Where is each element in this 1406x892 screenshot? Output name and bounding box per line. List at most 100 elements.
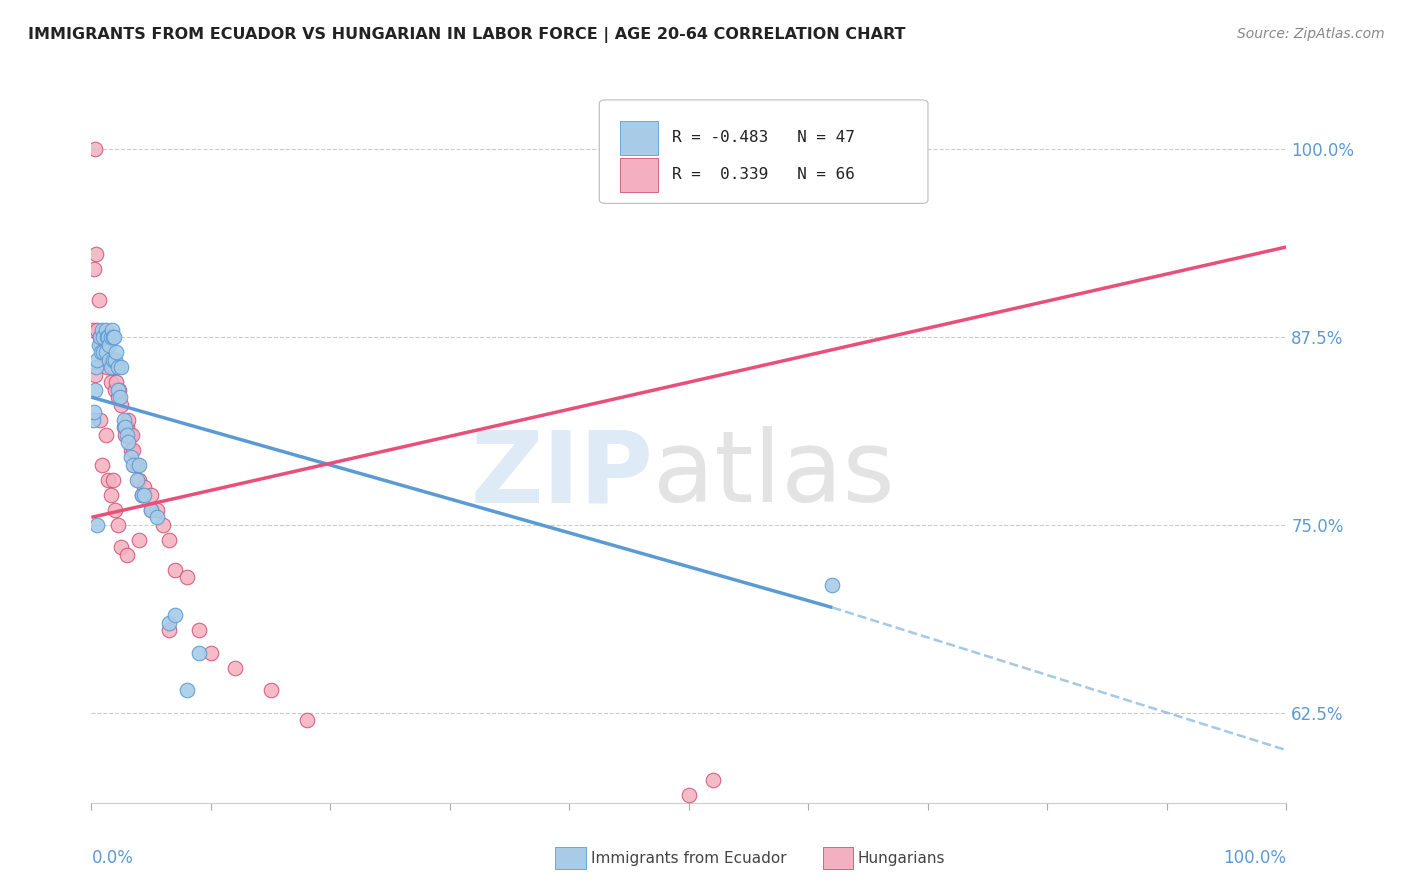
Point [86,322,108,336]
Point [101,360,124,375]
Point [96,360,118,375]
Point [259,683,281,698]
Point [125,458,148,472]
Point [122,458,145,472]
Point [103,360,125,375]
Point [141,503,162,517]
Point [295,713,318,727]
Point [86,517,108,532]
Point [84,368,107,382]
Point [157,533,180,547]
Point [157,615,180,630]
Point [821,578,844,592]
Point [98,337,121,351]
Point [100,360,122,375]
Point [124,458,146,472]
Point [146,510,169,524]
Point [91,322,114,336]
Point [115,548,138,562]
Point [107,517,129,532]
Point [87,337,110,351]
Point [93,330,114,344]
Point [187,646,211,660]
Point [114,427,136,442]
Point [90,345,112,359]
Point [702,773,724,788]
Point [100,488,122,502]
Point [94,427,117,442]
Point [89,413,111,427]
Point [125,473,148,487]
Point [105,375,128,389]
Text: Immigrants from Ecuador: Immigrants from Ecuador [591,851,786,865]
Point [90,337,112,351]
Point [94,345,117,359]
Point [104,352,127,367]
Point [107,390,129,404]
Point [91,458,114,472]
Point [141,488,162,502]
Point [93,330,114,344]
Point [100,322,122,336]
Point [100,352,122,367]
Point [141,503,162,517]
Point [152,517,174,532]
Point [117,413,139,427]
Text: Source: ZipAtlas.com: Source: ZipAtlas.com [1237,27,1385,41]
Point [108,383,131,397]
Point [84,247,107,261]
Point [112,413,135,427]
Point [101,330,124,344]
Point [107,383,129,397]
Point [112,420,135,434]
Point [104,383,127,397]
Point [224,660,246,674]
Point [89,330,111,344]
Point [176,570,198,584]
Point [176,683,198,698]
Point [104,503,127,517]
Point [103,330,125,344]
Point [115,427,138,442]
Point [678,789,700,803]
Point [82,413,104,427]
Bar [620,158,658,192]
Bar [620,120,658,155]
Point [93,352,115,367]
Point [110,541,132,555]
Point [98,330,121,344]
Point [86,352,108,367]
Point [98,352,121,367]
FancyBboxPatch shape [599,100,928,203]
Point [107,360,129,375]
Point [128,533,150,547]
Point [89,330,111,344]
Text: IMMIGRANTS FROM ECUADOR VS HUNGARIAN IN LABOR FORCE | AGE 20-64 CORRELATION CHAR: IMMIGRANTS FROM ECUADOR VS HUNGARIAN IN … [28,27,905,43]
Point [101,473,124,487]
Point [94,337,117,351]
Point [118,427,141,442]
Point [97,473,120,487]
Point [115,420,138,434]
Text: R =  0.339   N = 66: R = 0.339 N = 66 [672,168,855,182]
Point [121,427,143,442]
Point [114,420,136,434]
Point [100,330,122,344]
Text: R = -0.483   N = 47: R = -0.483 N = 47 [672,130,855,145]
Point [128,473,150,487]
Point [131,488,153,502]
Point [82,322,104,336]
Point [87,293,110,307]
Point [110,360,132,375]
Point [122,442,145,457]
Point [83,262,105,277]
Point [94,322,117,336]
Point [163,607,186,622]
Text: Hungarians: Hungarians [858,851,945,865]
Point [120,442,142,457]
Text: atlas: atlas [652,426,894,523]
Point [132,480,155,494]
Point [128,458,150,472]
Point [84,360,107,375]
Text: ZIP: ZIP [470,426,652,523]
